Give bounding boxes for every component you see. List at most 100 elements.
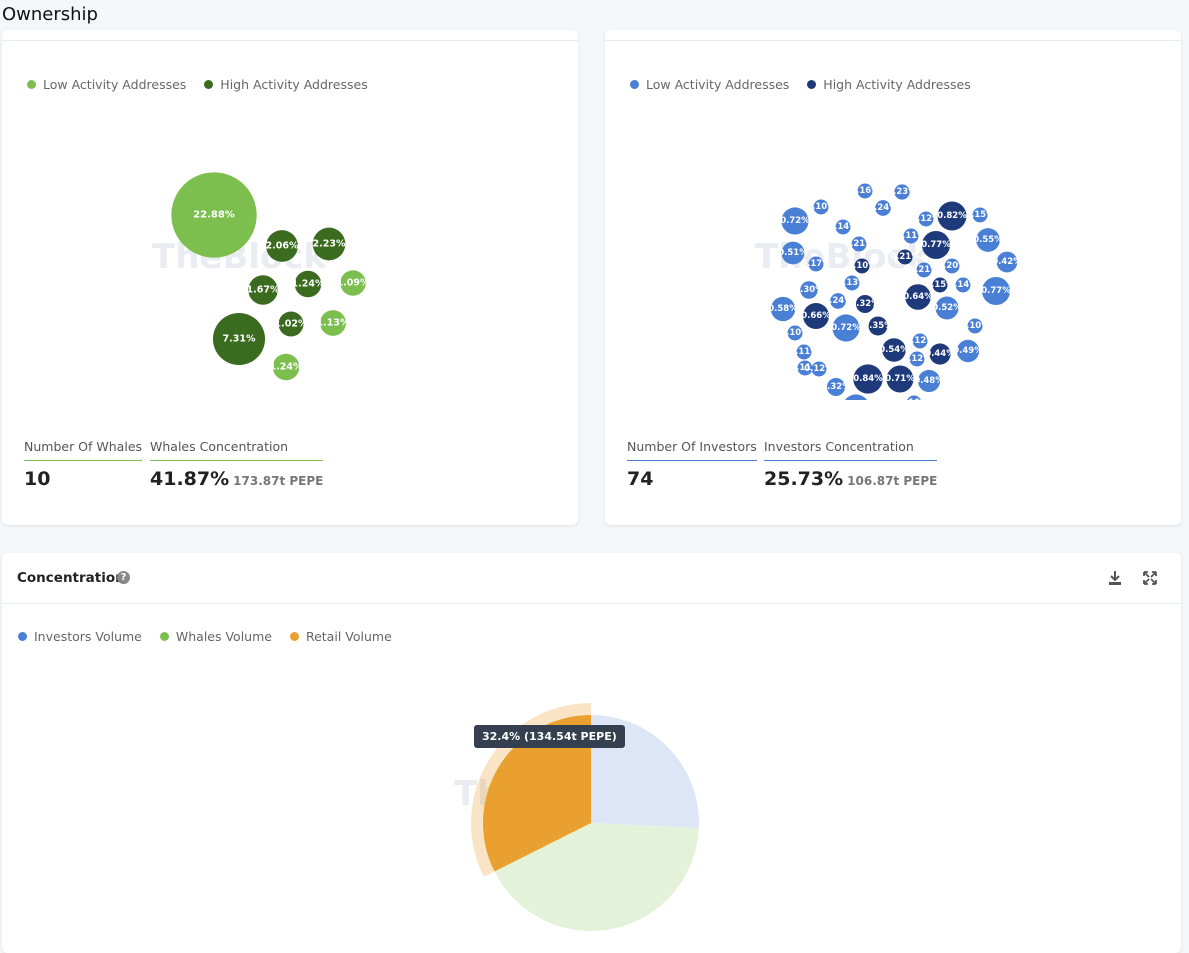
bubble[interactable]	[967, 318, 983, 334]
bubble[interactable]	[787, 325, 803, 341]
bubble[interactable]	[929, 343, 951, 365]
concentration-header: Concentration ?	[2, 553, 1181, 604]
bubble[interactable]	[875, 200, 891, 216]
bubble[interactable]	[320, 310, 346, 336]
bubble-label: 0.13%	[837, 278, 867, 288]
bubble-label: 0.21%	[844, 239, 874, 249]
bubble-label: 0.51%	[778, 248, 808, 258]
bubble-label: 0.14%	[828, 222, 858, 232]
bubble-label: 0.12%	[902, 354, 932, 364]
bubble[interactable]	[853, 364, 883, 394]
bubble-label: 1.02%	[275, 319, 308, 330]
bubble[interactable]	[796, 344, 812, 360]
bubble[interactable]	[932, 277, 948, 293]
legend-item-low-activity[interactable]: Low Activity Addresses	[27, 77, 186, 92]
bubble[interactable]	[886, 365, 914, 393]
bubble[interactable]	[266, 230, 298, 262]
bubble[interactable]	[972, 207, 988, 223]
bubble[interactable]	[842, 394, 869, 400]
bubble[interactable]	[312, 227, 346, 261]
bubble-label: 0.58%	[768, 304, 798, 314]
bubble-label: 0.52%	[932, 303, 962, 313]
bubble[interactable]	[832, 314, 860, 342]
bubble-label: 0.84%	[853, 374, 883, 384]
bubble-label: 0.64%	[903, 292, 933, 302]
legend-item-retail-volume[interactable]: Retail Volume	[289, 629, 392, 644]
bubble[interactable]	[868, 316, 888, 336]
bubble[interactable]	[800, 281, 818, 299]
download-icon[interactable]	[1106, 569, 1124, 587]
bubble[interactable]	[212, 312, 266, 366]
bubble[interactable]	[855, 294, 875, 314]
bubble[interactable]	[272, 353, 300, 381]
bubble[interactable]	[340, 270, 366, 296]
bubble[interactable]	[916, 262, 932, 278]
bubble[interactable]	[996, 251, 1018, 273]
bubble[interactable]	[905, 284, 931, 310]
bubble[interactable]	[903, 228, 919, 244]
bubble[interactable]	[894, 184, 910, 200]
bubble[interactable]	[955, 277, 971, 293]
bubble[interactable]	[830, 293, 846, 309]
bubble[interactable]	[917, 369, 941, 393]
bubble-label: 0.30%	[794, 285, 824, 295]
legend-item-investors-volume[interactable]: Investors Volume	[18, 629, 142, 644]
bubble[interactable]	[935, 296, 959, 320]
bubble-label: 0.20%	[937, 261, 967, 271]
bubble[interactable]	[835, 219, 851, 235]
bubble[interactable]	[882, 338, 906, 362]
bubble-label: 0.24%	[868, 203, 898, 213]
bubble-label: 0.55%	[973, 235, 1003, 245]
bubble[interactable]	[907, 395, 922, 401]
expand-icon[interactable]	[1141, 569, 1159, 587]
bubble[interactable]	[956, 339, 980, 363]
bubble[interactable]	[826, 377, 846, 397]
pie-slice-whales-volume[interactable]	[494, 823, 699, 931]
bubble[interactable]	[813, 199, 829, 215]
bubble-label: 0.48%	[914, 376, 944, 386]
bubble[interactable]	[897, 249, 913, 265]
bubble[interactable]	[294, 270, 322, 298]
bubble-label: 1.13%	[317, 318, 350, 329]
bubble[interactable]	[844, 275, 860, 291]
bubble[interactable]	[912, 333, 928, 349]
concentration-legend: Investors Volume Whales Volume Retail Vo…	[18, 629, 392, 644]
whales-bubble-chart: TheBlock 22.88%1.09%1.13%1.24%2.06% 2.23%…	[152, 172, 370, 381]
bubble[interactable]	[921, 230, 951, 260]
bubble[interactable]	[937, 201, 967, 231]
bubble[interactable]	[797, 360, 813, 376]
legend-item-whales-volume[interactable]: Whales Volume	[159, 629, 272, 644]
bubble[interactable]	[781, 241, 805, 265]
question-circle-icon[interactable]: ?	[117, 571, 130, 584]
legend-dot-icon	[18, 632, 27, 641]
whales-concentration-value: 41.87%	[150, 468, 230, 490]
bubble-label: 0.11%	[896, 231, 926, 241]
bubble-label: 0.72%	[780, 216, 810, 226]
bubble[interactable]	[770, 296, 796, 322]
bubble[interactable]	[981, 276, 1011, 306]
legend-item-low-activity[interactable]: Low Activity Addresses	[630, 77, 789, 92]
bubble[interactable]	[808, 256, 824, 272]
legend-item-high-activity[interactable]: High Activity Addresses	[204, 77, 368, 92]
bubble[interactable]	[803, 303, 829, 329]
bubble[interactable]	[857, 183, 873, 199]
bubble[interactable]	[278, 311, 304, 337]
bubble-label: 1.09%	[337, 278, 370, 289]
bubble[interactable]	[976, 228, 1000, 252]
bubble[interactable]	[909, 351, 925, 367]
bubble[interactable]	[781, 207, 809, 235]
legend-item-high-activity[interactable]: High Activity Addresses	[807, 77, 971, 92]
bubble[interactable]	[171, 172, 257, 258]
bubble[interactable]	[854, 258, 870, 274]
bubble-label: 0.21%	[909, 265, 939, 275]
whales-card: Low Activity Addresses High Activity Add…	[2, 30, 578, 525]
bubble[interactable]	[248, 275, 278, 305]
bubble[interactable]	[944, 258, 960, 274]
pie-slice-retail-volume[interactable]	[482, 715, 591, 872]
bubble-label: 0.14%	[948, 280, 978, 290]
bubble[interactable]	[918, 211, 934, 227]
bubble[interactable]	[851, 236, 867, 252]
bubble-label: 1.24%	[270, 362, 303, 373]
legend-dot-icon	[289, 632, 299, 641]
bubble[interactable]	[811, 361, 827, 377]
